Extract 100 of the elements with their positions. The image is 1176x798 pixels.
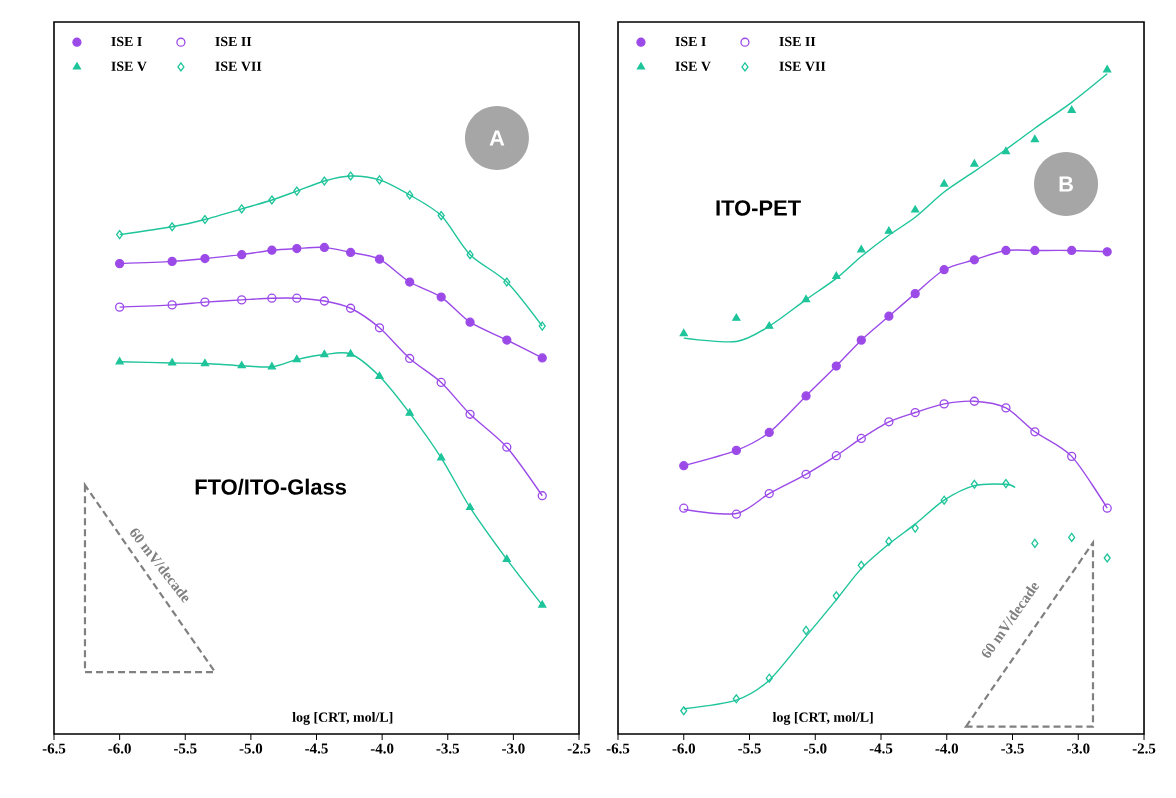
point	[1031, 538, 1039, 549]
point	[1001, 403, 1011, 413]
point	[857, 245, 866, 253]
x-tick-label: -4.5	[869, 743, 893, 754]
point	[679, 461, 689, 471]
point	[292, 243, 302, 254]
point	[167, 300, 177, 310]
point	[267, 293, 277, 303]
point	[731, 445, 741, 456]
point	[115, 229, 124, 240]
point	[168, 358, 177, 366]
point	[345, 303, 356, 313]
x-tick-label: -5.5	[738, 743, 761, 754]
point	[764, 488, 774, 499]
point	[1001, 146, 1011, 155]
point	[201, 214, 209, 225]
point	[884, 311, 894, 321]
point	[970, 479, 979, 489]
legend-label: ISE I	[675, 36, 706, 47]
x-tick-label: -3.5	[1001, 743, 1024, 754]
point	[200, 297, 210, 307]
point	[939, 399, 949, 409]
x-tick-label: -3.0	[1066, 743, 1090, 754]
x-tick-label: -5.5	[173, 743, 197, 754]
legend-label: ISE VII	[215, 61, 262, 72]
point	[319, 242, 330, 253]
point	[200, 358, 210, 367]
point	[538, 321, 546, 331]
x-tick-label: -6.0	[108, 743, 131, 754]
point	[1002, 478, 1010, 489]
x-tick-label: -5.0	[803, 743, 827, 754]
point	[268, 195, 276, 205]
point	[406, 190, 414, 200]
point	[939, 265, 949, 275]
point	[969, 255, 980, 265]
point	[1001, 245, 1011, 256]
point	[374, 254, 385, 264]
x-tick-label: -3.5	[436, 743, 460, 754]
legend-label: ISE II	[779, 36, 816, 47]
point	[375, 371, 384, 379]
point	[1030, 134, 1039, 143]
point	[503, 277, 511, 287]
point	[320, 349, 329, 358]
point	[679, 328, 688, 337]
point	[292, 354, 301, 363]
point	[502, 554, 511, 562]
point	[405, 353, 415, 364]
point	[436, 292, 446, 302]
point	[910, 407, 920, 418]
point	[801, 469, 811, 479]
point	[1030, 427, 1040, 437]
point	[238, 204, 246, 214]
point	[345, 247, 356, 258]
x-tick-label: -2.5	[567, 743, 591, 754]
x-tick-label: -4.0	[935, 743, 959, 754]
point	[884, 226, 893, 234]
annotation: ITO-PET	[716, 200, 801, 216]
point	[537, 491, 547, 501]
point	[832, 591, 840, 601]
point	[1067, 245, 1077, 256]
x-tick-label: -6.5	[42, 743, 66, 754]
point	[465, 409, 475, 419]
x-tick-label: -6.0	[672, 743, 696, 754]
point	[969, 396, 980, 406]
x-axis-title: log [CRT, mol/L]	[772, 712, 873, 725]
point	[940, 179, 949, 187]
annotation: FTO/ITO-Glass	[195, 478, 347, 495]
point	[1102, 247, 1112, 257]
point	[293, 186, 301, 196]
point	[765, 321, 774, 329]
point	[267, 362, 276, 370]
x-axis-title: log [CRT, mol/L]	[292, 712, 393, 725]
annotation: B	[1059, 176, 1073, 192]
legend-label: ISE VII	[779, 61, 826, 72]
x-tick-label: -4.5	[305, 743, 328, 754]
point	[1068, 532, 1076, 543]
point	[1103, 65, 1112, 73]
point	[832, 271, 841, 280]
point	[292, 293, 302, 303]
point	[502, 442, 512, 452]
point	[405, 408, 414, 416]
point	[465, 502, 475, 511]
point	[114, 302, 125, 312]
point	[237, 361, 246, 369]
legend-label: ISE II	[215, 36, 252, 47]
x-tick-label: -2.5	[1132, 743, 1156, 754]
point	[319, 296, 330, 306]
point	[538, 600, 547, 608]
point	[970, 159, 979, 167]
point	[114, 258, 125, 269]
point	[679, 503, 689, 513]
legend-label: ISE I	[111, 36, 142, 47]
point	[320, 176, 329, 186]
point	[115, 357, 124, 365]
point	[437, 210, 445, 221]
point	[502, 335, 512, 345]
point	[1067, 105, 1076, 113]
point	[466, 250, 474, 260]
point	[465, 317, 475, 327]
point	[1103, 553, 1111, 563]
